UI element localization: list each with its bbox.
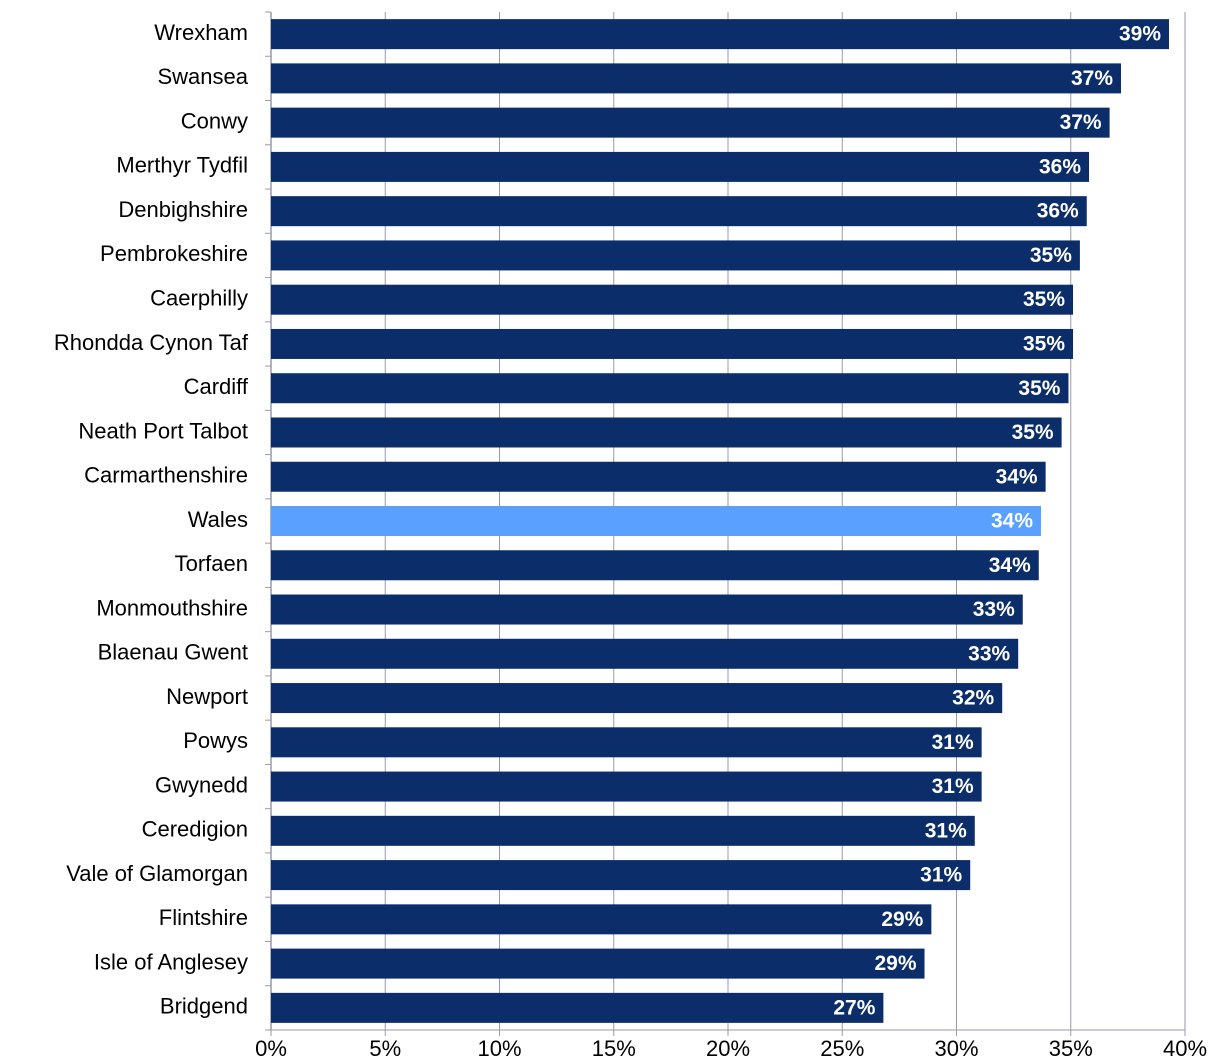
bar xyxy=(271,550,1039,581)
value-label: 31% xyxy=(932,775,974,798)
bar xyxy=(271,107,1110,138)
y-tick-label: Merthyr Tydfil xyxy=(116,153,248,178)
value-label: 35% xyxy=(1012,421,1054,444)
bar xyxy=(271,506,1042,536)
x-tick-label: 10% xyxy=(477,1036,521,1059)
value-label: 33% xyxy=(973,598,1015,621)
value-label: 36% xyxy=(1037,200,1079,223)
bar xyxy=(271,904,932,935)
value-label: 35% xyxy=(1023,333,1065,356)
y-tick-label: Caerphilly xyxy=(150,286,248,311)
y-tick-label: Torfaen xyxy=(175,551,248,576)
value-label: 39% xyxy=(1119,23,1161,46)
x-tick-label: 15% xyxy=(592,1036,636,1059)
y-tick-label: Swansea xyxy=(157,64,248,89)
x-tick-label: 20% xyxy=(706,1036,750,1059)
bar xyxy=(271,240,1080,271)
y-tick-label: Neath Port Talbot xyxy=(78,418,248,443)
x-tick-label: 25% xyxy=(820,1036,864,1059)
y-tick-label: Blaenau Gwent xyxy=(98,640,248,665)
y-tick-label: Flintshire xyxy=(159,905,248,930)
value-label: 29% xyxy=(881,908,923,931)
value-label: 35% xyxy=(1023,288,1065,311)
bar xyxy=(271,948,925,979)
bar xyxy=(271,992,884,1023)
y-tick-label: Cardiff xyxy=(184,374,249,399)
bar xyxy=(271,417,1062,448)
value-label: 35% xyxy=(1018,377,1060,400)
bar xyxy=(271,196,1087,227)
x-tick-label: 35% xyxy=(1049,1036,1093,1059)
y-tick-label: Conwy xyxy=(181,108,248,133)
y-tick-label: Wales xyxy=(188,507,248,532)
value-label: 34% xyxy=(996,465,1038,488)
y-tick-label: Isle of Anglesey xyxy=(94,949,248,974)
y-tick-label: Rhondda Cynon Taf xyxy=(54,330,249,355)
value-label: 31% xyxy=(920,864,962,887)
y-tick-label: Ceredigion xyxy=(142,817,248,842)
value-label: 36% xyxy=(1039,155,1081,178)
y-tick-label: Bridgend xyxy=(160,994,248,1019)
bar xyxy=(271,594,1023,625)
value-label: 35% xyxy=(1030,244,1072,267)
bar xyxy=(271,151,1090,182)
bar xyxy=(271,328,1074,359)
y-tick-label: Newport xyxy=(166,684,248,709)
bar xyxy=(271,683,1003,714)
value-label: 29% xyxy=(874,952,916,975)
y-tick-label: Powys xyxy=(183,728,248,753)
bar xyxy=(271,63,1122,94)
x-tick-label: 0% xyxy=(255,1036,287,1059)
y-tick-label: Wrexham xyxy=(154,20,248,45)
bar xyxy=(271,771,982,802)
x-tick-label: 30% xyxy=(934,1036,978,1059)
y-tick-label: Carmarthenshire xyxy=(84,463,248,488)
value-label: 32% xyxy=(952,687,994,710)
bar xyxy=(271,638,1019,669)
value-label: 37% xyxy=(1060,111,1102,134)
y-tick-label: Vale of Glamorgan xyxy=(66,861,248,886)
bar xyxy=(271,860,971,891)
bar xyxy=(271,373,1069,404)
bar xyxy=(271,727,982,758)
value-label: 27% xyxy=(833,996,875,1019)
x-tick-label: 40% xyxy=(1163,1036,1207,1059)
y-tick-label: Gwynedd xyxy=(155,772,248,797)
value-label: 34% xyxy=(991,510,1033,533)
bar xyxy=(271,284,1074,315)
bar xyxy=(271,19,1170,50)
value-label: 31% xyxy=(925,819,967,842)
y-tick-label: Monmouthshire xyxy=(96,595,248,620)
bar xyxy=(271,815,975,846)
bar xyxy=(271,461,1046,492)
x-tick-label: 5% xyxy=(369,1036,401,1059)
y-tick-label: Denbighshire xyxy=(118,197,248,222)
value-label: 33% xyxy=(968,642,1010,665)
value-label: 34% xyxy=(989,554,1031,577)
value-label: 37% xyxy=(1071,67,1113,90)
y-tick-label: Pembrokeshire xyxy=(100,241,248,266)
value-label: 31% xyxy=(932,731,974,754)
